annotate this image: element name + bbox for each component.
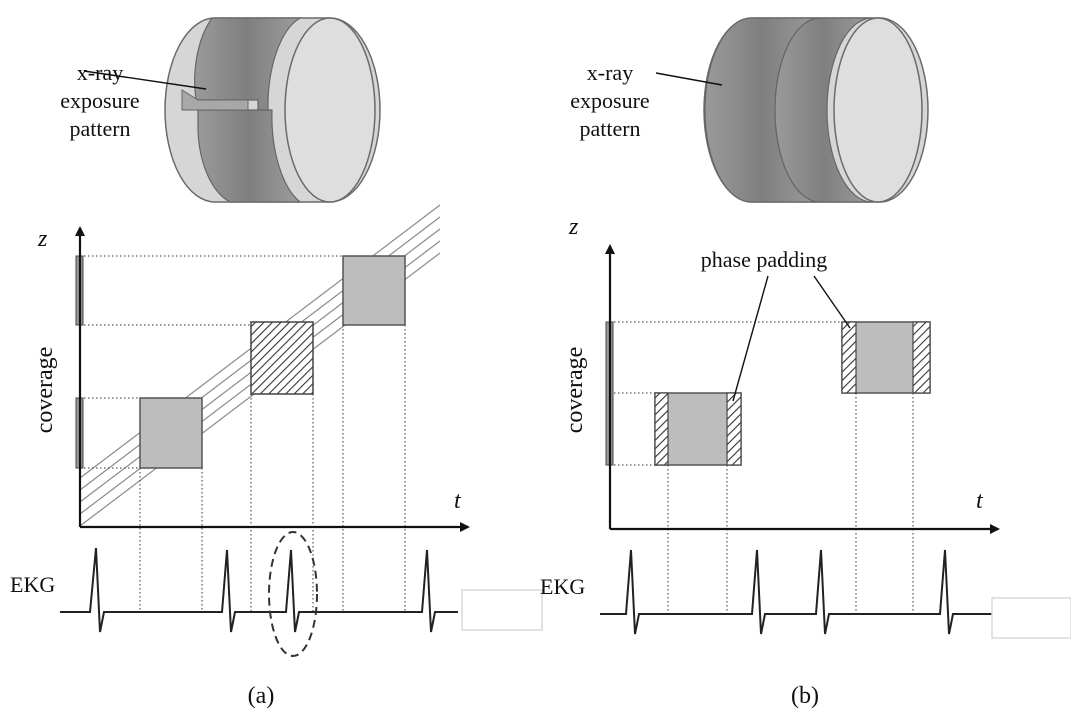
label-leader-line — [655, 72, 723, 86]
ekg-trace-b — [600, 549, 992, 635]
cylinder-label-line-2: exposure — [60, 88, 139, 113]
phase-padding-right — [912, 321, 931, 394]
label-leader-line — [83, 70, 207, 90]
ekg-trace-a — [60, 547, 458, 633]
y-axis-label: coverage — [562, 347, 588, 434]
panel-a: x-ray exposure pattern — [10, 17, 543, 709]
phase-padding-left — [841, 321, 857, 394]
blank-rectangle-icon — [461, 589, 543, 631]
cylinder-label-line-1: x-ray — [587, 60, 633, 85]
cylinder-label-line-1: x-ray — [77, 60, 123, 85]
cylinder-b: x-ray exposure pattern — [570, 17, 929, 203]
y-axis-label: coverage — [32, 347, 58, 434]
guide-lines-b — [610, 321, 914, 614]
callout-leader-line — [813, 275, 851, 329]
cylinder-label-line-3: pattern — [69, 116, 130, 141]
panel-b: x-ray exposure pattern phase padding — [540, 17, 1071, 709]
padded-box-1 — [654, 392, 742, 466]
t-axis-label: t — [976, 488, 984, 514]
phase-padding-right — [726, 392, 742, 466]
cylinder-a: x-ray exposure pattern — [60, 17, 381, 203]
phase-padding-left — [654, 392, 669, 466]
ekg-label: EKG — [10, 572, 55, 597]
phase-padding-callout: phase padding — [701, 247, 827, 272]
t-axis-label: t — [454, 488, 462, 514]
guide-lines-a — [80, 255, 406, 612]
z-axis-label: z — [568, 214, 579, 240]
cylinder-label-line-3: pattern — [579, 116, 640, 141]
padded-box-2 — [841, 321, 931, 394]
dashed-ellipse-icon — [268, 531, 318, 657]
cylinder-label-line-2: exposure — [570, 88, 649, 113]
caption-a: (a) — [248, 683, 275, 709]
acquisition-box-1 — [139, 397, 203, 469]
acquisition-box-hatched — [250, 321, 314, 395]
ekg-label: EKG — [540, 574, 585, 599]
caption-b: (b) — [791, 683, 819, 709]
acquisition-box-3 — [342, 255, 406, 326]
blank-rectangle-icon — [991, 597, 1071, 639]
z-axis-label: z — [37, 226, 48, 252]
callout-leader-line — [732, 275, 769, 402]
